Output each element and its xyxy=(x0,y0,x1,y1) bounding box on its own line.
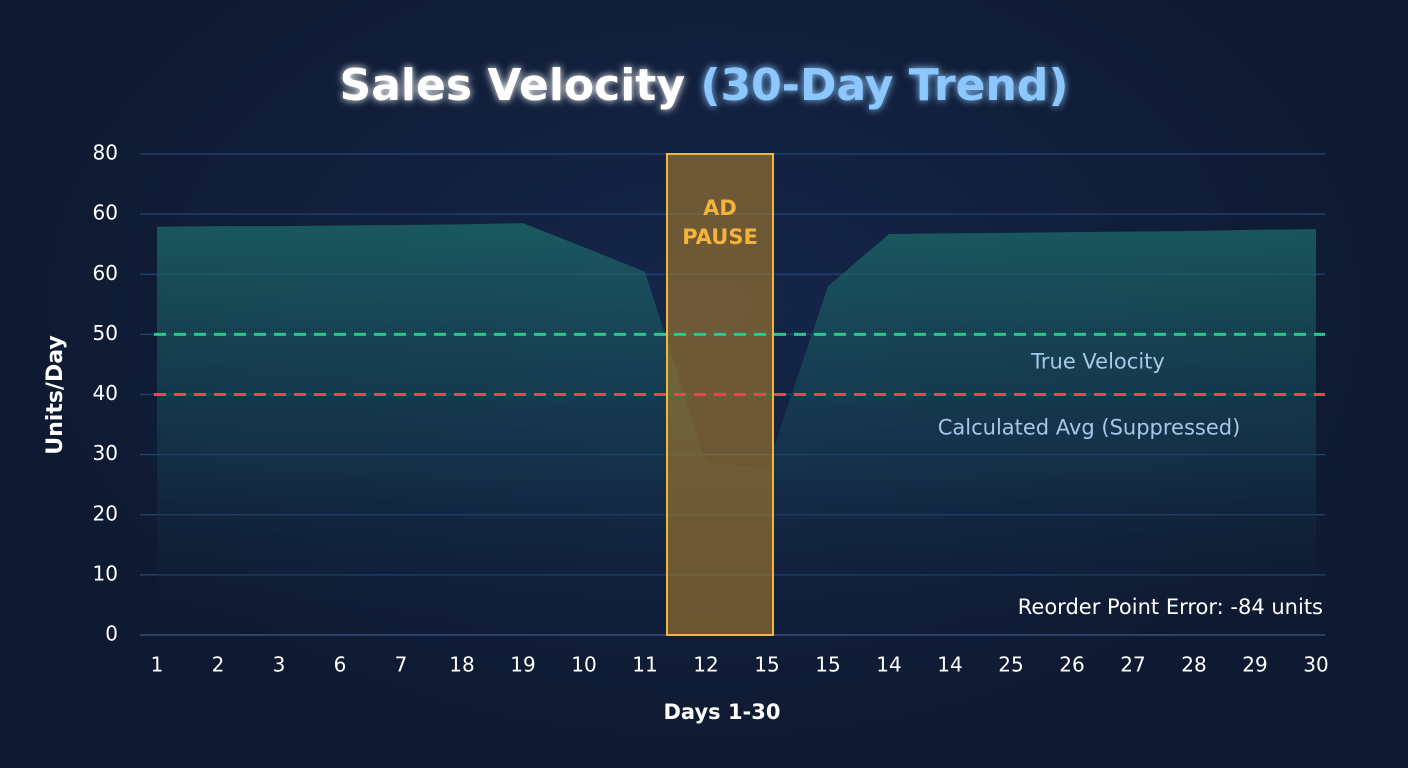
y-tick-label: 20 xyxy=(93,501,118,525)
x-tick-label: 25 xyxy=(998,653,1023,677)
y-axis-label: Units/Day xyxy=(43,335,68,455)
reference-label: True Velocity xyxy=(1030,349,1165,373)
annotation: Reorder Point Error: -84 units xyxy=(1018,595,1323,619)
x-tick-label: 27 xyxy=(1120,653,1145,677)
x-tick-label: 15 xyxy=(815,653,840,677)
y-tick-label: 60 xyxy=(93,261,118,285)
x-tick-label: 18 xyxy=(449,653,474,677)
x-tick-label: 30 xyxy=(1303,653,1328,677)
x-tick-label: 29 xyxy=(1242,653,1267,677)
band-label: AD xyxy=(703,196,737,220)
x-tick-label: 1 xyxy=(151,653,164,677)
x-tick-label: 14 xyxy=(937,653,962,677)
chart-title: Sales Velocity (30-Day Trend) xyxy=(340,60,1069,111)
area-fill xyxy=(157,223,1316,636)
x-axis-label: Days 1-30 xyxy=(663,700,780,724)
x-tick-label: 12 xyxy=(693,653,718,677)
y-tick-label: 80 xyxy=(93,141,118,165)
title-highlight: (30-Day Trend) xyxy=(700,60,1068,111)
x-tick-label: 6 xyxy=(334,653,347,677)
y-tick-label: 40 xyxy=(93,381,118,405)
x-tick-label: 10 xyxy=(571,653,596,677)
x-tick-label: 11 xyxy=(632,653,657,677)
x-tick-label: 3 xyxy=(273,653,286,677)
x-tick-label: 2 xyxy=(212,653,225,677)
y-tick-label: 0 xyxy=(105,622,118,646)
y-tick-label: 30 xyxy=(93,441,118,465)
y-tick-label: 10 xyxy=(93,561,118,585)
x-tick-label: 28 xyxy=(1181,653,1206,677)
y-tick-label: 60 xyxy=(93,201,118,225)
x-tick-label: 19 xyxy=(510,653,535,677)
title-main: Sales Velocity xyxy=(340,60,686,111)
x-tick-label: 15 xyxy=(754,653,779,677)
band-label: PAUSE xyxy=(682,225,758,249)
x-tick-label: 26 xyxy=(1059,653,1084,677)
reference-label: Calculated Avg (Suppressed) xyxy=(938,416,1241,440)
y-tick-label: 50 xyxy=(93,321,118,345)
x-tick-label: 14 xyxy=(876,653,901,677)
x-tick-label: 7 xyxy=(395,653,408,677)
